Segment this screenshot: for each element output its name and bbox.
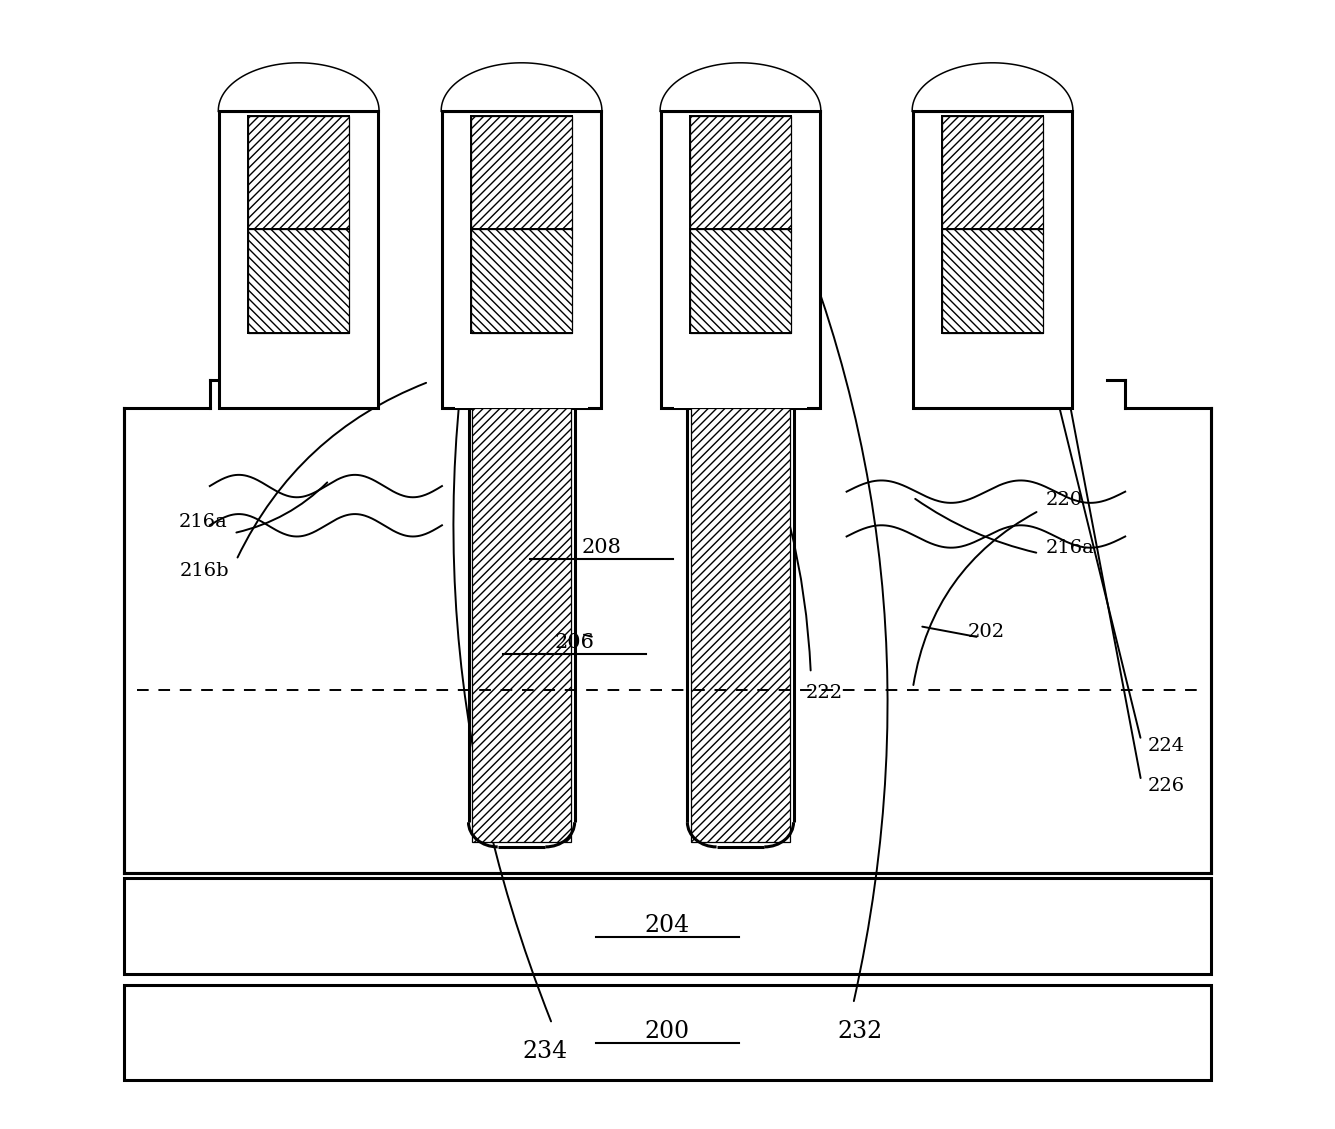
Polygon shape (661, 63, 820, 111)
Text: 234: 234 (523, 1041, 569, 1064)
Bar (124, 878, 1211, 973)
Bar (219, 111, 378, 408)
Text: 206: 206 (555, 633, 594, 653)
Bar (442, 111, 601, 408)
Text: 216a: 216a (1045, 539, 1095, 557)
Bar (471, 116, 571, 229)
Bar (692, 408, 789, 842)
Text: 232: 232 (837, 1021, 882, 1043)
Bar (248, 116, 348, 229)
Bar (124, 984, 1211, 1080)
Bar (661, 111, 820, 408)
Bar (690, 229, 790, 333)
Bar (124, 404, 1211, 411)
Bar (913, 111, 1072, 408)
Bar (124, 408, 1211, 873)
Bar (473, 408, 570, 842)
Bar (943, 116, 1043, 229)
Text: 202: 202 (968, 623, 1004, 641)
Text: 224: 224 (1148, 737, 1185, 755)
Polygon shape (442, 63, 601, 111)
Bar (471, 229, 571, 333)
Polygon shape (219, 63, 378, 111)
Bar (943, 229, 1043, 333)
Text: 222: 222 (805, 684, 842, 702)
Text: 216b: 216b (180, 562, 230, 580)
Bar (248, 229, 348, 333)
Text: 200: 200 (645, 1021, 690, 1043)
Text: 204: 204 (645, 913, 690, 937)
Text: 226: 226 (1148, 778, 1185, 796)
Text: 208: 208 (581, 539, 621, 558)
Polygon shape (913, 63, 1072, 111)
Bar (455, 362, 587, 408)
Text: 220: 220 (1045, 490, 1083, 508)
Bar (674, 362, 806, 408)
Text: 216a: 216a (179, 513, 227, 531)
Bar (690, 116, 790, 229)
